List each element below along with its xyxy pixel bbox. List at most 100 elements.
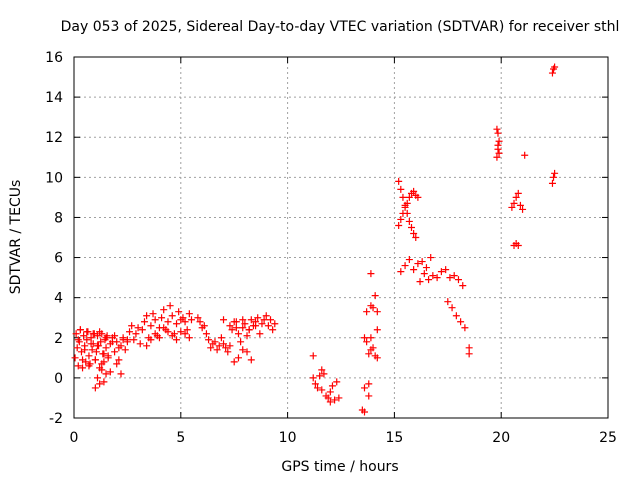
data-point [143, 342, 151, 350]
data-point [397, 268, 405, 276]
data-point [367, 346, 375, 354]
data-point [102, 370, 110, 378]
data-point [514, 242, 522, 250]
data-point [414, 193, 422, 201]
data-point [407, 223, 415, 231]
data-point [271, 320, 279, 328]
data-point [87, 340, 95, 348]
data-point [405, 193, 413, 201]
data-point [245, 326, 253, 334]
data-point [81, 346, 89, 354]
data-point [100, 350, 108, 358]
data-point [367, 334, 375, 342]
data-point [331, 396, 339, 404]
data-point [164, 328, 172, 336]
data-point [442, 266, 450, 274]
data-point [108, 338, 116, 346]
data-point [185, 334, 193, 342]
data-point [85, 352, 93, 360]
data-point [164, 318, 172, 326]
data-point [262, 312, 270, 320]
data-point [230, 358, 238, 366]
data-point [220, 340, 228, 348]
data-point [155, 334, 163, 342]
data-point [243, 332, 251, 340]
y-tick-label: -2 [49, 411, 63, 427]
data-point [237, 338, 245, 346]
data-point [412, 234, 420, 241]
data-point [158, 314, 166, 322]
data-point [130, 336, 138, 344]
data-point [140, 318, 148, 326]
data-point [360, 384, 368, 392]
data-point [256, 330, 264, 338]
data-point [269, 326, 277, 334]
data-point [309, 374, 317, 382]
data-point [493, 125, 501, 133]
data-point [371, 292, 379, 300]
data-point [247, 316, 255, 324]
data-point [405, 217, 413, 225]
data-point [179, 314, 187, 322]
data-point [85, 362, 93, 370]
data-point [147, 336, 155, 344]
data-point [241, 320, 249, 328]
data-point [151, 316, 159, 324]
y-tick-label: 16 [45, 50, 63, 66]
data-point [512, 193, 520, 201]
data-point [102, 344, 110, 352]
data-point [373, 354, 381, 362]
data-point [98, 366, 106, 374]
data-point [89, 330, 97, 338]
data-point [521, 151, 529, 159]
data-point [437, 268, 445, 276]
data-point [399, 193, 407, 201]
data-point [93, 374, 101, 382]
x-tick-label: 10 [279, 430, 297, 446]
data-point [363, 338, 371, 346]
data-point [91, 384, 99, 392]
data-point [200, 322, 208, 330]
data-point [128, 322, 136, 330]
data-point [446, 274, 454, 282]
data-point [115, 356, 123, 364]
data-point [316, 372, 324, 380]
data-point [87, 334, 95, 342]
data-point [493, 153, 501, 161]
data-point [414, 260, 422, 268]
data-point [160, 306, 168, 314]
y-tick-label: 14 [45, 90, 63, 106]
data-point [410, 266, 418, 274]
data-point [113, 360, 121, 368]
data-point [147, 322, 155, 330]
data-point [196, 318, 204, 326]
data-point [160, 324, 168, 332]
data-point [548, 69, 556, 77]
data-point [181, 330, 189, 338]
data-point [76, 326, 84, 334]
data-point [367, 302, 375, 310]
data-point [205, 336, 213, 344]
data-point [93, 342, 101, 350]
data-point [220, 316, 228, 324]
data-point [508, 203, 516, 211]
data-point [232, 324, 240, 332]
data-point [194, 314, 202, 322]
data-point [311, 380, 319, 388]
data-point [326, 388, 334, 396]
y-tick-label: 12 [45, 130, 63, 146]
data-point [121, 346, 129, 354]
data-point [494, 129, 502, 137]
data-point [71, 354, 79, 362]
data-point [399, 209, 407, 217]
data-point [151, 330, 159, 338]
data-point [234, 354, 242, 362]
data-point [395, 177, 403, 185]
data-point [494, 141, 502, 149]
data-point [252, 322, 260, 330]
data-points [71, 63, 559, 416]
data-point [136, 340, 144, 348]
data-point [324, 394, 332, 402]
data-point [183, 326, 191, 334]
data-point [267, 316, 275, 324]
